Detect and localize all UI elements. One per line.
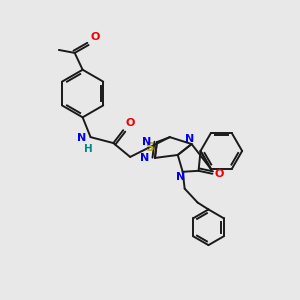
Text: H: H: [84, 144, 93, 154]
Text: O: O: [214, 169, 224, 179]
Text: S: S: [145, 140, 153, 154]
Text: N: N: [142, 137, 151, 147]
Text: O: O: [125, 118, 135, 128]
Text: N: N: [176, 172, 185, 182]
Text: N: N: [77, 133, 87, 143]
Text: N: N: [140, 153, 149, 163]
Text: O: O: [91, 32, 100, 42]
Text: N: N: [185, 134, 194, 144]
